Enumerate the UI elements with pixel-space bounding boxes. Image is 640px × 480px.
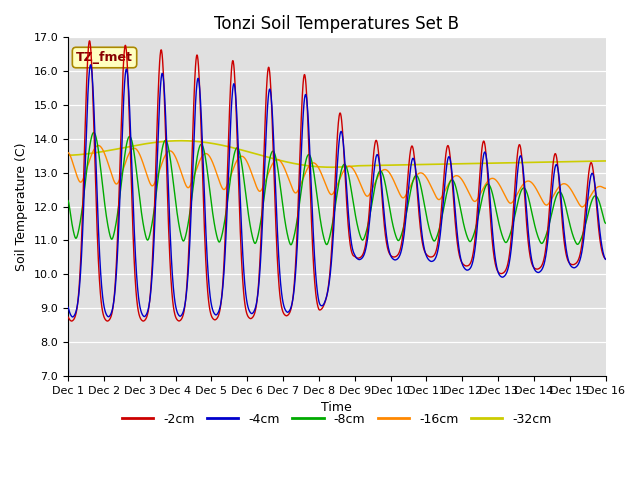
X-axis label: Time: Time: [321, 401, 352, 414]
Y-axis label: Soil Temperature (C): Soil Temperature (C): [15, 143, 28, 271]
Title: Tonzi Soil Temperatures Set B: Tonzi Soil Temperatures Set B: [214, 15, 460, 33]
Legend: -2cm, -4cm, -8cm, -16cm, -32cm: -2cm, -4cm, -8cm, -16cm, -32cm: [117, 408, 557, 431]
Text: TZ_fmet: TZ_fmet: [76, 51, 133, 64]
